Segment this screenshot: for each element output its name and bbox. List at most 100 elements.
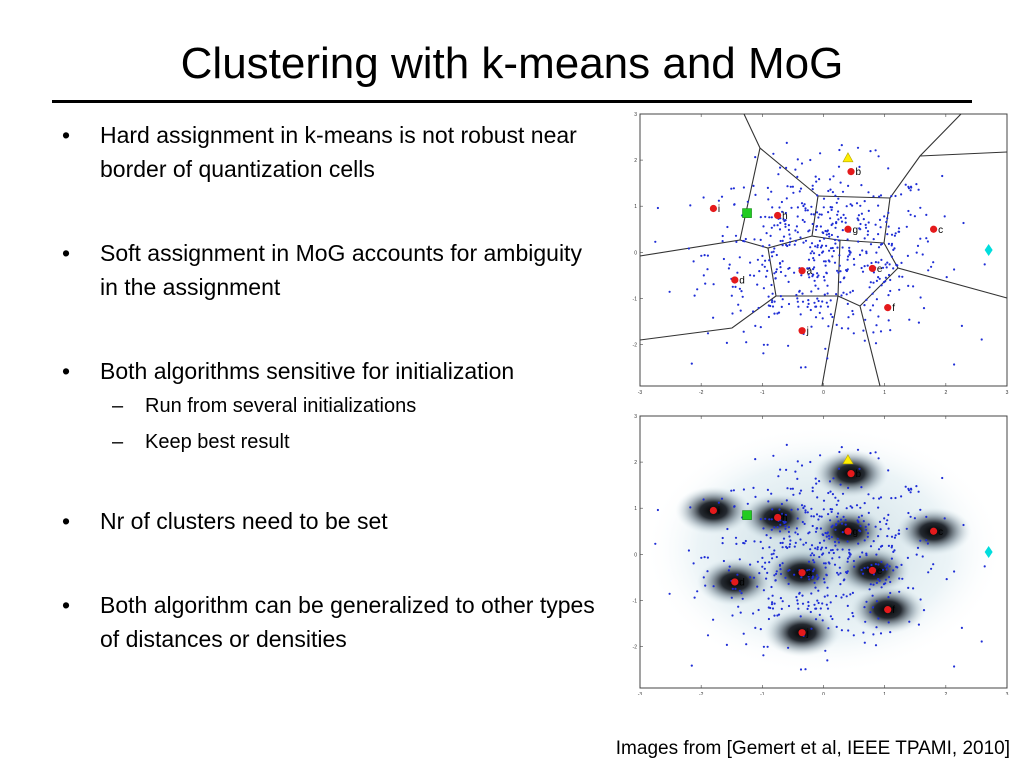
data-point	[832, 551, 835, 555]
data-point	[811, 552, 814, 555]
data-point	[775, 555, 778, 559]
data-point	[865, 552, 868, 555]
data-point	[790, 508, 793, 511]
data-point	[733, 505, 736, 508]
data-point	[811, 575, 814, 578]
data-point	[826, 659, 829, 662]
data-point	[870, 563, 873, 567]
data-point	[861, 270, 865, 273]
data-point	[829, 206, 832, 209]
data-point	[825, 546, 828, 549]
data-point	[777, 475, 780, 478]
data-point	[752, 274, 756, 277]
data-point	[841, 190, 845, 193]
data-point	[771, 557, 774, 560]
data-point	[878, 497, 881, 500]
data-point	[802, 204, 805, 208]
data-point	[806, 569, 809, 572]
data-point	[834, 226, 837, 229]
data-point	[762, 645, 765, 648]
data-point	[817, 287, 820, 290]
data-point	[732, 187, 735, 190]
data-point	[734, 536, 738, 539]
data-point	[775, 268, 778, 271]
data-point	[844, 523, 847, 526]
data-point	[791, 487, 794, 490]
data-point	[778, 508, 781, 511]
data-point	[825, 271, 828, 274]
data-point	[834, 544, 837, 547]
data-point	[845, 507, 848, 510]
data-point	[872, 331, 875, 334]
data-point	[722, 559, 725, 563]
data-point	[927, 269, 930, 272]
data-point	[816, 578, 819, 581]
data-point	[847, 327, 850, 330]
data-point	[962, 221, 965, 225]
data-point	[768, 259, 771, 262]
data-point	[768, 518, 771, 521]
data-point	[792, 493, 795, 496]
data-point	[808, 531, 811, 534]
data-point	[817, 299, 820, 303]
data-point	[829, 601, 832, 604]
data-points	[654, 443, 986, 671]
data-point	[819, 152, 822, 155]
data-point	[770, 226, 773, 229]
data-point	[768, 216, 771, 219]
data-point	[771, 508, 774, 511]
data-point	[880, 586, 883, 589]
data-point	[813, 568, 816, 571]
data-point	[668, 592, 671, 595]
data-point	[813, 259, 816, 262]
data-point	[692, 562, 695, 565]
data-point	[910, 488, 913, 491]
data-point	[818, 555, 821, 559]
data-point	[840, 596, 843, 599]
data-point	[887, 544, 890, 547]
data-point	[831, 191, 834, 194]
data-point	[884, 565, 887, 568]
data-point	[737, 605, 740, 608]
data-point	[892, 248, 895, 251]
data-point	[810, 205, 813, 208]
data-point	[821, 553, 824, 556]
data-point	[759, 540, 762, 543]
data-point	[787, 582, 790, 585]
data-point	[859, 524, 862, 528]
data-point	[774, 277, 777, 280]
data-point	[687, 549, 690, 552]
data-point	[799, 668, 803, 671]
data-point	[884, 263, 887, 266]
data-point	[826, 586, 829, 589]
data-point	[800, 274, 803, 277]
data-point	[754, 626, 757, 629]
data-point	[889, 278, 892, 282]
data-point	[788, 535, 791, 538]
data-point	[771, 299, 774, 302]
y-tick-label: 0	[634, 250, 637, 256]
data-point	[890, 546, 893, 549]
data-point	[802, 543, 805, 546]
data-point	[767, 295, 770, 298]
y-tick-label: -1	[633, 598, 638, 604]
data-point	[806, 305, 809, 308]
data-point	[826, 357, 829, 360]
x-tick-label: 2	[944, 390, 947, 396]
cluster-center-c	[930, 225, 938, 233]
data-point	[960, 324, 963, 327]
data-point	[785, 141, 788, 144]
data-point	[980, 640, 983, 643]
data-point	[803, 522, 806, 525]
data-point	[796, 517, 799, 520]
data-point	[746, 502, 749, 505]
data-point	[862, 520, 865, 523]
data-point	[764, 517, 767, 520]
data-point	[907, 586, 910, 589]
data-point	[767, 198, 770, 201]
data-point	[773, 224, 776, 227]
data-point	[833, 261, 837, 264]
data-point	[859, 506, 862, 509]
data-point	[907, 185, 910, 188]
data-point	[849, 291, 852, 294]
